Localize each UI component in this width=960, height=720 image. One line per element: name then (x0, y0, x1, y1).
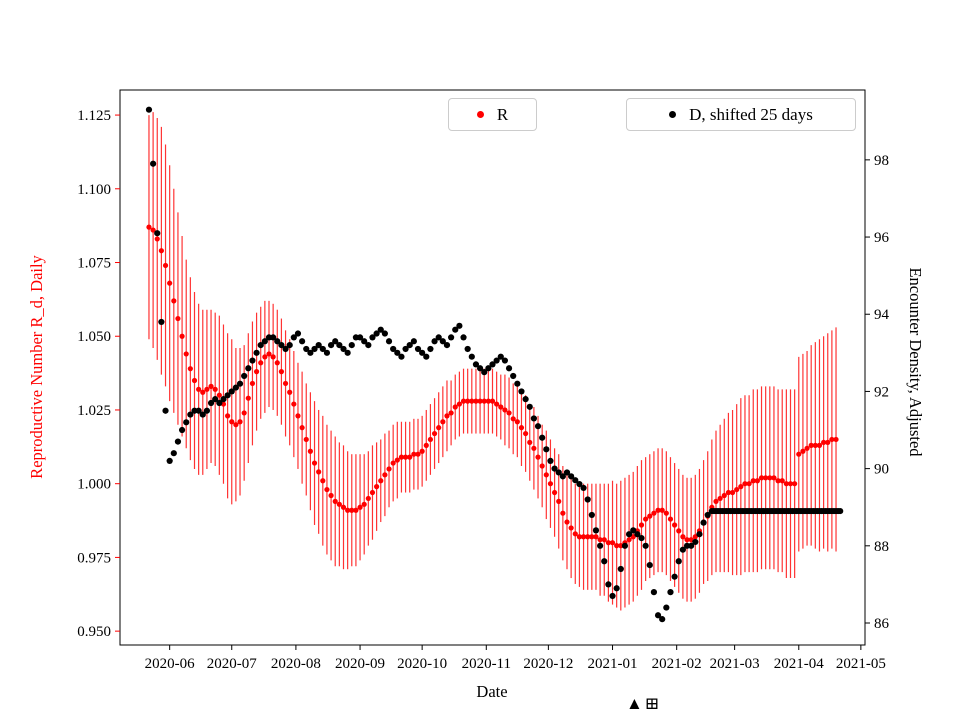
x-axis-label: Date (476, 682, 508, 701)
y-axis-label-right: Encounter Density, Adjusted (906, 267, 925, 457)
legend-d: D, shifted 25 days (626, 98, 856, 131)
svg-text:2021-05: 2021-05 (836, 656, 886, 672)
svg-text:1.125: 1.125 (77, 108, 111, 124)
svg-text:1.100: 1.100 (77, 182, 111, 198)
cropped-ui-artifact-icon: ▲⊞ (626, 694, 662, 713)
svg-text:2020-08: 2020-08 (271, 656, 321, 672)
svg-text:2020-07: 2020-07 (207, 656, 257, 672)
svg-text:94: 94 (874, 307, 890, 323)
svg-text:2021-01: 2021-01 (588, 656, 638, 672)
svg-text:2021-03: 2021-03 (710, 656, 760, 672)
legend-label-d: D, shifted 25 days (689, 104, 813, 124)
legend-marker-d-icon (669, 111, 677, 118)
svg-text:0.975: 0.975 (77, 550, 111, 566)
svg-text:2020-10: 2020-10 (397, 656, 447, 672)
svg-text:88: 88 (874, 539, 889, 555)
svg-text:2020-12: 2020-12 (523, 656, 573, 672)
svg-text:92: 92 (874, 384, 889, 400)
svg-text:1.000: 1.000 (77, 477, 111, 493)
svg-text:86: 86 (874, 616, 890, 632)
svg-text:0.950: 0.950 (77, 624, 111, 640)
legend-r: R (448, 98, 537, 131)
svg-text:2020-09: 2020-09 (335, 656, 385, 672)
svg-text:2021-02: 2021-02 (652, 656, 702, 672)
svg-text:96: 96 (874, 230, 890, 246)
svg-text:98: 98 (874, 153, 889, 169)
svg-text:1.050: 1.050 (77, 329, 111, 345)
legend-marker-r-icon (476, 111, 484, 118)
svg-text:2021-04: 2021-04 (774, 656, 824, 672)
svg-text:2020-06: 2020-06 (145, 656, 195, 672)
y-axis-label-left: Reproductive Number R_d, Daily (27, 255, 46, 479)
svg-text:1.075: 1.075 (77, 256, 111, 272)
svg-text:2020-11: 2020-11 (462, 656, 511, 672)
svg-text:90: 90 (874, 462, 889, 478)
svg-text:1.025: 1.025 (77, 403, 111, 419)
legend-label-r: R (496, 104, 509, 124)
